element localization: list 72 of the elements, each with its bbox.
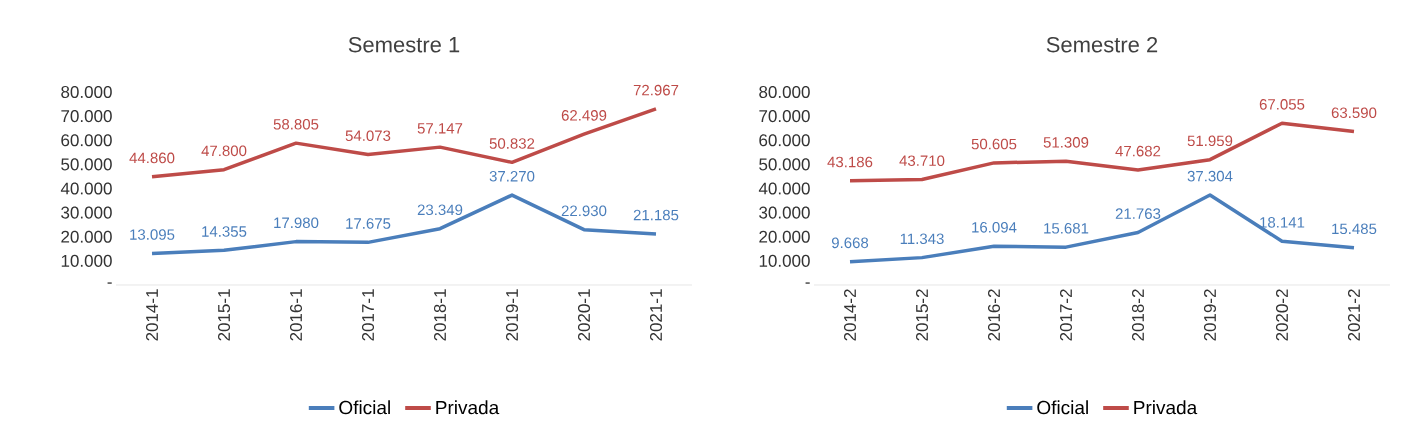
x-tick-label: 2020-1 [577, 289, 591, 341]
data-label: 9.668 [831, 237, 869, 249]
y-tick-label: 70.000 [759, 110, 810, 123]
x-tick-label: 2018-1 [433, 289, 447, 341]
data-label: 47.682 [1115, 145, 1161, 157]
data-label: 54.073 [345, 130, 391, 142]
data-label: 16.094 [972, 222, 1017, 233]
data-label: 37.304 [1187, 170, 1233, 182]
x-tick-label: 2017-2 [1059, 289, 1073, 341]
x-tick-label: 2021-2 [1347, 289, 1361, 341]
chart-title: Semestre 1 [348, 36, 460, 53]
data-label: 13.095 [130, 229, 175, 240]
data-label: 50.832 [489, 138, 535, 149]
x-tick-label: 2014-2 [843, 289, 857, 341]
data-label: 63.590 [1331, 107, 1377, 119]
data-label: 58.805 [273, 118, 319, 130]
data-label: 17.675 [346, 218, 391, 229]
y-tick-label: 20.000 [759, 230, 810, 243]
y-tick-label: 40.000 [758, 182, 810, 195]
data-label: 62.499 [561, 110, 607, 121]
legend-label: Oficial [339, 400, 390, 415]
x-tick-label: 2021-1 [649, 289, 663, 341]
data-label: 51.309 [1043, 137, 1089, 148]
y-tick-label: 20.000 [61, 230, 112, 243]
y-tick-label: 10.000 [61, 254, 112, 267]
data-label: 22.930 [561, 205, 607, 217]
chart-title: Semestre 2 [1046, 36, 1158, 53]
data-label: 51.959 [1187, 135, 1233, 147]
y-tick-label: 80.000 [61, 85, 112, 99]
y-tick-label: 60.000 [61, 134, 112, 147]
data-label: 17.980 [274, 217, 319, 229]
data-label: 18.141 [1260, 217, 1305, 228]
data-label: 11.343 [900, 233, 944, 245]
legend-label: Privada [436, 400, 500, 415]
legend-label: Privada [1134, 400, 1198, 415]
y-tick-label: - [805, 282, 810, 284]
x-tick-label: 2019-2 [1203, 289, 1217, 341]
y-tick-label: 70.000 [61, 110, 112, 123]
y-tick-label: 80.000 [759, 85, 810, 99]
data-label: 72.967 [633, 84, 679, 96]
y-tick-label: 40.000 [60, 182, 112, 195]
x-tick-label: 2015-2 [915, 289, 929, 341]
x-tick-label: 2019-1 [505, 289, 519, 341]
data-label: 67.055 [1259, 99, 1305, 110]
x-tick-label: 2018-2 [1131, 289, 1145, 341]
y-tick-label: 60.000 [759, 134, 810, 147]
y-tick-label: 30.000 [61, 206, 112, 219]
y-tick-label: - [107, 282, 112, 284]
legend-label: Oficial [1037, 400, 1088, 415]
data-label: 15.681 [1044, 223, 1089, 234]
x-tick-label: 2015-1 [217, 289, 231, 341]
data-label: 43.710 [899, 155, 945, 166]
data-label: 21.763 [1115, 208, 1161, 219]
y-tick-label: 50.000 [759, 158, 810, 171]
y-tick-label: 50.000 [61, 158, 112, 171]
data-label: 43.186 [827, 156, 873, 168]
x-tick-label: 2020-2 [1275, 289, 1289, 341]
data-label: 57.147 [417, 123, 463, 134]
data-label: 21.185 [633, 209, 679, 221]
y-tick-label: 30.000 [759, 206, 810, 219]
y-tick-label: 10.000 [759, 254, 810, 267]
data-label: 37.270 [489, 170, 535, 182]
x-tick-label: 2016-2 [987, 289, 1001, 341]
data-label: 50.605 [971, 138, 1017, 150]
data-label: 44.860 [129, 152, 175, 164]
data-label: 15.485 [1332, 223, 1377, 235]
data-label: 23.349 [417, 204, 463, 216]
x-tick-label: 2014-1 [145, 289, 159, 341]
x-tick-label: 2016-1 [289, 289, 303, 341]
x-tick-label: 2017-1 [361, 289, 375, 341]
data-label: 47.800 [201, 145, 247, 157]
data-label: 14.355 [202, 226, 247, 237]
